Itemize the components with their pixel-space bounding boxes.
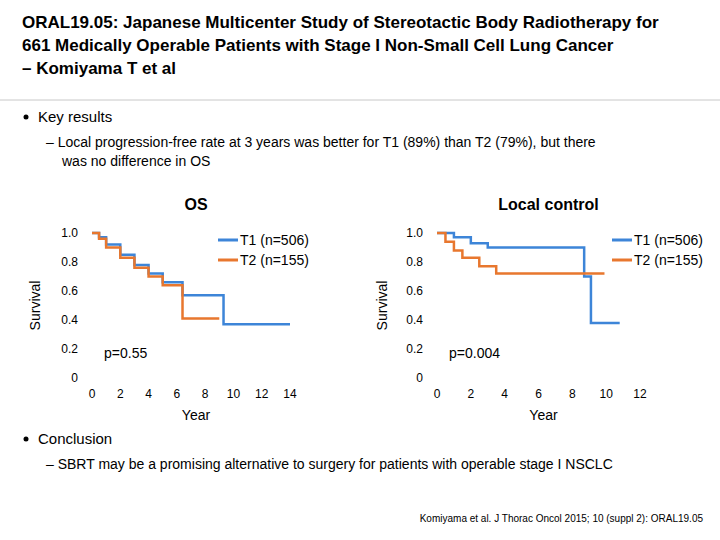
chart: OS 0 0.2 0.4 0.6 0.8 1.0 0 2 4 6 8 10 12 14 Year Surviva…	[27, 196, 309, 423]
legend-label: T2 (n=155)	[240, 252, 309, 268]
legend-label: T1 (n=506)	[634, 232, 703, 248]
x-tick-label: 12	[633, 387, 647, 401]
y-tick-label: 0.2	[61, 342, 78, 356]
title-rule	[0, 100, 720, 101]
y-tick	[88, 233, 92, 234]
y-tick	[88, 320, 92, 321]
chart-title: Local control	[498, 196, 598, 213]
x-tick-label: 2	[117, 387, 124, 401]
y-tick	[433, 349, 437, 350]
section-line: was no difference in OS	[61, 153, 210, 169]
x-tick	[640, 378, 641, 382]
x-tick-label: 4	[501, 387, 508, 401]
legend-label: T1 (n=506)	[240, 232, 309, 248]
km-curve	[437, 233, 620, 323]
legend-swatch	[218, 239, 238, 242]
km-curve	[92, 233, 219, 319]
x-tick	[538, 378, 539, 382]
y-tick-label: 0.8	[406, 255, 423, 269]
plot-area	[437, 233, 620, 323]
x-tick	[470, 378, 471, 382]
y-tick	[88, 378, 92, 379]
title-line: – Komiyama T et al	[22, 59, 176, 78]
x-tick-label: 10	[599, 387, 613, 401]
chart-title: OS	[184, 196, 207, 213]
legend-swatch	[612, 259, 632, 262]
x-tick	[92, 378, 93, 382]
y-tick-label: 1.0	[406, 226, 423, 240]
title-line: ORAL19.05: Japanese Multicenter Study of…	[22, 13, 659, 32]
y-tick	[88, 291, 92, 292]
section-heading: Conclusion	[38, 430, 112, 447]
x-tick	[148, 378, 149, 382]
y-tick	[433, 291, 437, 292]
x-tick-label: 0	[89, 387, 96, 401]
x-tick	[290, 378, 291, 382]
x-tick-label: 2	[467, 387, 474, 401]
y-tick	[88, 349, 92, 350]
y-tick-label: 0.4	[406, 313, 423, 327]
x-tick-label: 6	[174, 387, 181, 401]
y-tick	[433, 233, 437, 234]
title-line: 661 Medically Operable Patients with Sta…	[22, 36, 614, 55]
x-tick-label: 10	[227, 387, 241, 401]
x-tick	[205, 378, 206, 382]
y-tick-label: 0.6	[61, 284, 78, 298]
citation: Komiyama et al. J Thorac Oncol 2015; 10 …	[420, 513, 704, 524]
section-line: – Local progression-free rate at 3 years…	[46, 134, 596, 150]
x-axis-label: Year	[529, 407, 558, 423]
x-tick-label: 12	[255, 387, 269, 401]
y-tick-label: 0	[416, 371, 423, 385]
y-tick	[433, 320, 437, 321]
x-tick-label: 8	[569, 387, 576, 401]
x-tick-label: 14	[283, 387, 297, 401]
x-tick-label: 4	[145, 387, 152, 401]
x-tick-label: 6	[535, 387, 542, 401]
section-line: – SBRT may be a promising alternative to…	[46, 456, 613, 472]
bullet	[24, 115, 29, 120]
x-tick	[504, 378, 505, 382]
y-tick-label: 1.0	[61, 226, 78, 240]
y-tick-label: 0.6	[406, 284, 423, 298]
y-axis-label: Survival	[374, 281, 390, 331]
x-tick	[233, 378, 234, 382]
y-tick	[433, 378, 437, 379]
bullet	[24, 437, 29, 442]
y-tick	[433, 262, 437, 263]
legend-swatch	[218, 259, 238, 262]
y-tick	[88, 262, 92, 263]
x-tick	[261, 378, 262, 382]
legend-swatch	[612, 239, 632, 242]
x-axis-label: Year	[182, 407, 211, 423]
y-axis-label: Survival	[27, 281, 43, 331]
x-tick	[120, 378, 121, 382]
x-tick-label: 8	[202, 387, 209, 401]
x-tick	[572, 378, 573, 382]
chart: Local control 0 0.2 0.4 0.6 0.8 1.0 0 2 4 6 8 10 12 Ye…	[374, 196, 703, 423]
p-value: p=0.004	[449, 345, 500, 361]
y-tick-label: 0.2	[406, 342, 423, 356]
y-tick-label: 0	[71, 371, 78, 385]
y-tick-label: 0.8	[61, 255, 78, 269]
section-heading: Key results	[38, 108, 112, 125]
legend-label: T2 (n=155)	[634, 252, 703, 268]
km-curve	[437, 233, 604, 274]
x-tick	[176, 378, 177, 382]
x-tick-label: 0	[434, 387, 441, 401]
slide: ORAL19.05: Japanese Multicenter Study of…	[0, 0, 720, 540]
y-tick-label: 0.4	[61, 313, 78, 327]
x-tick	[606, 378, 607, 382]
p-value: p=0.55	[104, 345, 147, 361]
x-tick	[437, 378, 438, 382]
